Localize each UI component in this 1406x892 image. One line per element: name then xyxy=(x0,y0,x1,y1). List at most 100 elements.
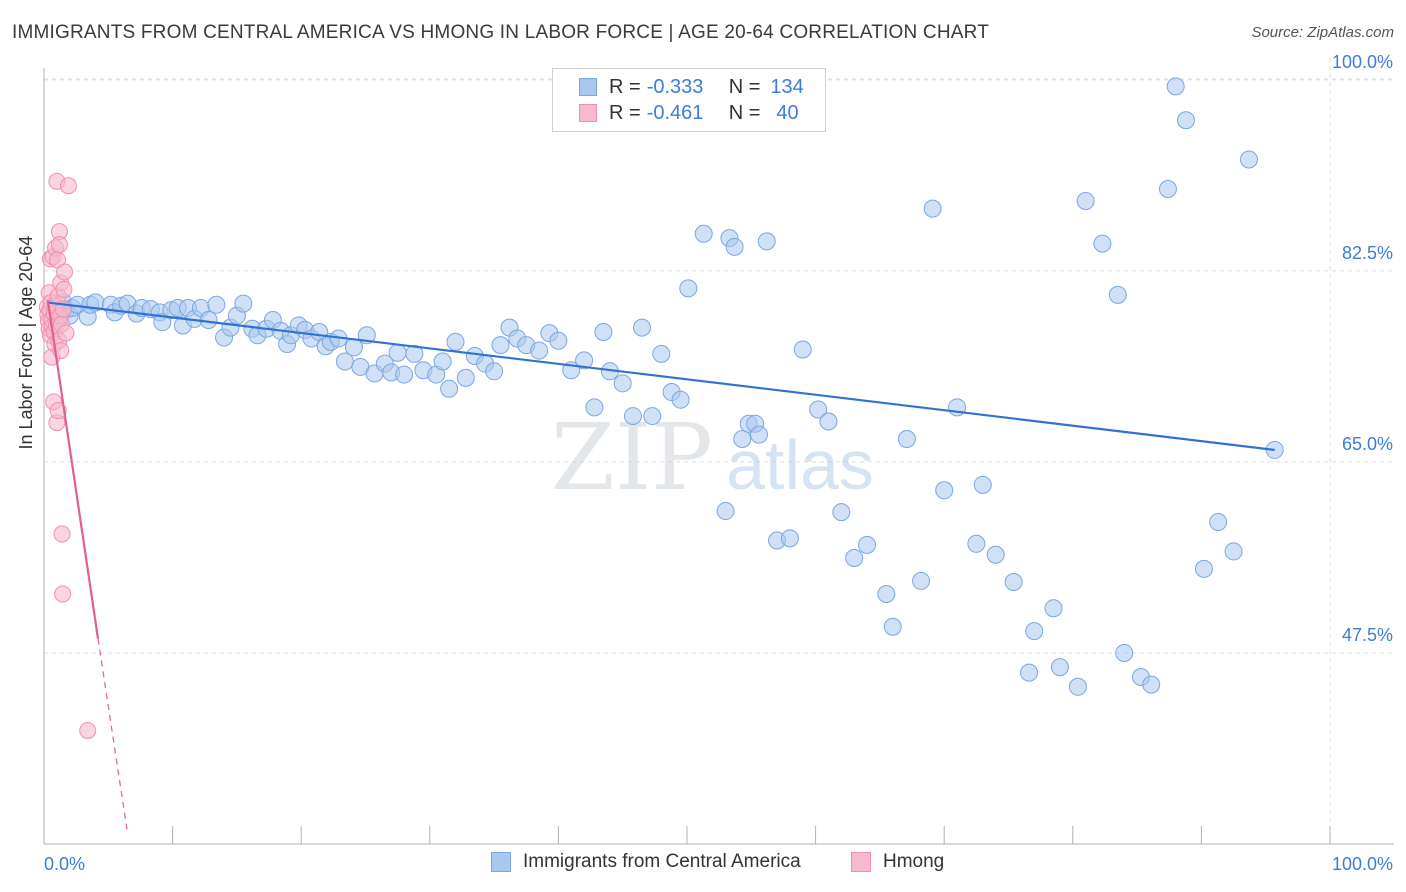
data-point-central-america xyxy=(923,199,942,218)
data-point-central-america xyxy=(1176,111,1195,130)
data-point-central-america xyxy=(832,503,851,522)
data-point-central-america xyxy=(1209,512,1228,531)
legend-row-central-america: R = -0.333 N = 134 xyxy=(579,74,804,100)
data-point-central-america xyxy=(793,340,812,359)
bottom-legend-central-america: Immigrants from Central America xyxy=(491,851,801,873)
data-point-central-america xyxy=(1108,285,1127,304)
data-point-central-america xyxy=(716,502,735,521)
data-point-central-america xyxy=(1093,234,1112,253)
data-point-central-america xyxy=(935,481,954,500)
data-point-central-america xyxy=(446,332,465,351)
data-point-central-america xyxy=(433,352,452,371)
data-point-hmong xyxy=(55,280,73,298)
y-tick-label: 65.0% xyxy=(1342,434,1393,454)
legend-swatch-pink xyxy=(579,104,597,122)
x-tick-label: 100.0% xyxy=(1332,854,1393,874)
legend-n-label: N = xyxy=(728,75,761,98)
data-point-central-america xyxy=(1044,599,1063,618)
data-point-central-america xyxy=(623,407,642,426)
data-point-central-america xyxy=(491,336,510,355)
data-point-central-america xyxy=(967,534,986,553)
data-point-central-america xyxy=(1166,77,1185,96)
data-point-central-america xyxy=(671,390,690,409)
source-label: Source: ZipAtlas.com xyxy=(1251,24,1394,41)
data-point-central-america xyxy=(1239,150,1258,169)
series-hmong-points xyxy=(38,172,97,739)
bottom-legend-swatch-blue xyxy=(491,852,511,872)
data-point-central-america xyxy=(1158,180,1177,198)
data-point-central-america xyxy=(780,529,799,548)
data-point-central-america xyxy=(733,429,752,448)
data-point-central-america xyxy=(679,279,698,298)
data-point-hmong xyxy=(49,402,67,420)
bottom-legend-label: Immigrants from Central America xyxy=(523,851,801,872)
series-central-america-points xyxy=(45,77,1284,696)
data-point-central-america xyxy=(1194,559,1213,578)
grid-lines xyxy=(44,58,1394,844)
x-tick-labels: 0.0% 100.0% xyxy=(44,854,1393,874)
data-point-hmong xyxy=(50,236,68,254)
trend-lines xyxy=(46,300,1275,834)
data-point-central-america xyxy=(549,331,568,350)
legend-r-label: R = xyxy=(609,101,641,124)
legend-n-value: 134 xyxy=(770,75,804,98)
data-point-central-america xyxy=(883,617,902,636)
data-point-central-america xyxy=(388,343,407,362)
data-point-central-america xyxy=(877,585,896,604)
trend-line-central-america xyxy=(47,301,1275,452)
data-point-central-america xyxy=(530,341,549,360)
bottom-legend-hmong: Hmong xyxy=(851,851,944,873)
data-point-central-america xyxy=(344,338,363,357)
data-point-central-america xyxy=(1068,677,1087,696)
data-point-central-america xyxy=(897,429,916,448)
legend-swatch-blue xyxy=(579,78,597,96)
legend-r-label: R = xyxy=(609,75,641,98)
data-point-central-america xyxy=(199,311,218,329)
data-point-central-america xyxy=(757,232,776,251)
data-point-central-america xyxy=(819,412,838,431)
data-point-central-america xyxy=(652,344,671,363)
legend-r-value: -0.333 xyxy=(646,75,704,98)
data-point-central-america xyxy=(405,344,424,363)
data-point-hmong xyxy=(56,263,74,281)
y-axis-label: In Labor Force | Age 20-64 xyxy=(16,235,36,450)
data-point-central-america xyxy=(153,313,172,332)
data-point-central-america xyxy=(1115,643,1134,662)
data-point-central-america xyxy=(809,400,828,419)
data-point-central-america xyxy=(725,237,744,256)
legend-n-value: 40 xyxy=(776,101,799,124)
data-point-central-america xyxy=(594,323,613,342)
legend-row-hmong: R = -0.461 N = 40 xyxy=(579,100,799,126)
data-point-central-america xyxy=(1025,622,1044,641)
data-point-central-america xyxy=(613,374,632,393)
data-point-central-america xyxy=(973,475,992,494)
chart-title: IMMIGRANTS FROM CENTRAL AMERICA VS HMONG… xyxy=(12,22,990,43)
y-tick-labels: 100.0% 82.5% 65.0% 47.5% xyxy=(1332,52,1393,645)
data-point-central-america xyxy=(1004,573,1023,591)
data-point-central-america xyxy=(395,365,414,384)
data-point-hmong xyxy=(54,585,72,603)
stats-legend: R = -0.333 N = 134 R = -0.461 N = 40 xyxy=(552,68,826,132)
data-point-hmong xyxy=(53,525,71,543)
data-point-central-america xyxy=(986,545,1005,564)
data-point-central-america xyxy=(207,295,226,314)
x-tick-label: 0.0% xyxy=(44,854,85,874)
data-point-central-america xyxy=(440,379,459,398)
data-point-central-america xyxy=(485,362,504,381)
data-point-central-america xyxy=(750,425,769,444)
data-point-central-america xyxy=(575,351,594,370)
trend-line-hmong-extension xyxy=(97,638,129,834)
y-tick-label: 100.0% xyxy=(1332,52,1393,72)
axes xyxy=(43,68,1394,845)
data-point-central-america xyxy=(1020,663,1039,682)
trend-line-hmong xyxy=(46,300,100,639)
data-point-hmong xyxy=(79,721,97,739)
data-point-central-america xyxy=(858,535,877,554)
legend-n-label: N = xyxy=(728,101,761,124)
data-point-central-america xyxy=(1050,658,1069,677)
bottom-legend-label: Hmong xyxy=(883,851,945,872)
data-point-hmong xyxy=(59,177,77,195)
legend-r-value: -0.461 xyxy=(646,101,704,124)
y-tick-label: 47.5% xyxy=(1342,625,1393,645)
